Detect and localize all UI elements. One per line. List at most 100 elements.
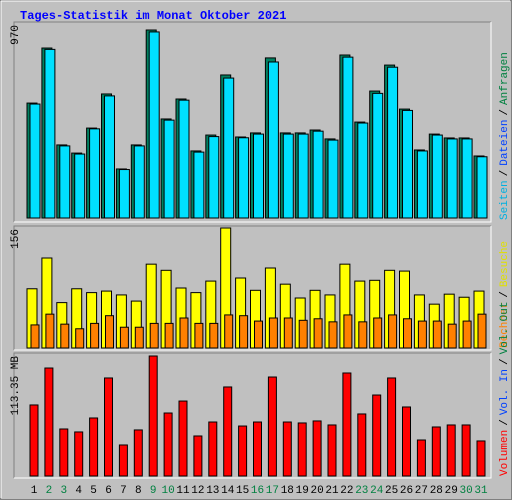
bar <box>327 424 337 477</box>
bar <box>133 145 145 219</box>
legend: Seiten / Dateien / Anfragen <box>499 52 511 220</box>
bar <box>446 138 458 219</box>
x-tick-label: 30 <box>459 485 472 497</box>
x-tick-label: 18 <box>281 485 294 497</box>
bar <box>74 153 86 219</box>
bar <box>431 134 443 219</box>
x-tick-label: 5 <box>90 485 97 497</box>
y-tick-label: 113.35 MB <box>10 356 22 416</box>
bar <box>105 315 114 349</box>
legend: Volumen / Vol. In / Vol. Out <box>499 302 511 476</box>
x-tick-label: 13 <box>206 485 219 497</box>
x-tick-label: 10 <box>161 485 174 497</box>
x-tick-label: 19 <box>296 485 309 497</box>
bar <box>268 317 278 349</box>
x-tick-label: 17 <box>266 485 279 497</box>
bar <box>416 439 426 477</box>
x-tick-label: 16 <box>251 485 264 497</box>
bar <box>282 421 292 477</box>
x-tick-label: 6 <box>105 485 112 497</box>
bar <box>267 61 279 219</box>
bar <box>29 103 41 219</box>
bar <box>44 367 54 477</box>
x-tick-label: 15 <box>236 485 249 497</box>
bar <box>224 314 234 349</box>
bar <box>179 317 189 349</box>
x-tick-label: 8 <box>135 485 142 497</box>
bar <box>89 417 99 477</box>
x-tick-label: 2 <box>46 485 53 497</box>
x-tick-label: 14 <box>221 485 235 497</box>
x-tick-label: 21 <box>325 485 339 497</box>
bar <box>194 322 204 349</box>
bar <box>29 404 39 477</box>
bar <box>312 420 322 477</box>
legend-label: Besuche <box>499 241 511 287</box>
bar <box>342 56 354 219</box>
panel-border-light <box>14 353 492 479</box>
bar <box>254 320 263 349</box>
x-tick-label: 24 <box>370 485 384 497</box>
legend-label: / <box>499 358 511 365</box>
panel-border-light <box>14 226 492 351</box>
bar <box>298 319 308 349</box>
bar <box>149 322 159 349</box>
bar <box>402 406 411 477</box>
bar <box>104 377 113 477</box>
bar <box>297 133 309 219</box>
bar <box>297 422 307 477</box>
bar <box>89 128 101 219</box>
bar <box>193 435 203 477</box>
bar <box>44 48 56 219</box>
bar <box>387 377 397 477</box>
bar <box>372 92 384 219</box>
legend: Rechner / Besuche <box>499 241 511 348</box>
bar <box>253 133 264 219</box>
bar <box>75 328 85 349</box>
x-tick-label: 20 <box>310 485 323 497</box>
x-tick-label: 31 <box>474 485 488 497</box>
bar <box>90 322 100 349</box>
x-tick-label: 26 <box>400 485 413 497</box>
bar <box>373 317 383 349</box>
bar <box>283 317 293 349</box>
bar <box>417 320 427 349</box>
bar <box>403 318 412 349</box>
bar <box>223 77 235 219</box>
bar <box>358 321 368 349</box>
bar <box>476 440 486 477</box>
bar <box>74 431 84 477</box>
bar <box>282 133 294 219</box>
legend-label: Dateien <box>499 120 511 166</box>
bar <box>267 376 277 477</box>
bar <box>133 429 143 477</box>
bar <box>446 424 456 477</box>
bar <box>163 412 173 477</box>
x-tick-label: 9 <box>150 485 157 497</box>
bar <box>238 137 250 219</box>
bar <box>164 322 174 349</box>
bar <box>178 400 188 477</box>
panel-border-light <box>14 22 492 223</box>
legend-label: Seiten <box>499 180 511 220</box>
panel-border-dark <box>13 225 491 350</box>
bar <box>104 95 115 219</box>
x-tick-label: 27 <box>415 485 428 497</box>
bar <box>60 323 70 349</box>
x-tick-label: 28 <box>430 485 443 497</box>
bar <box>312 130 324 219</box>
bar <box>447 323 457 349</box>
bar <box>118 444 128 477</box>
bar <box>193 151 205 219</box>
x-tick-label: 4 <box>75 485 82 497</box>
bar <box>462 320 472 349</box>
bar <box>59 428 69 477</box>
legend-label: Vol. Out <box>499 302 511 355</box>
bar <box>223 386 233 477</box>
bar <box>357 122 369 219</box>
x-tick-label: 3 <box>60 485 67 497</box>
x-tick-label: 22 <box>340 485 353 497</box>
bar <box>253 421 262 477</box>
legend-label: Rechner <box>499 302 511 348</box>
